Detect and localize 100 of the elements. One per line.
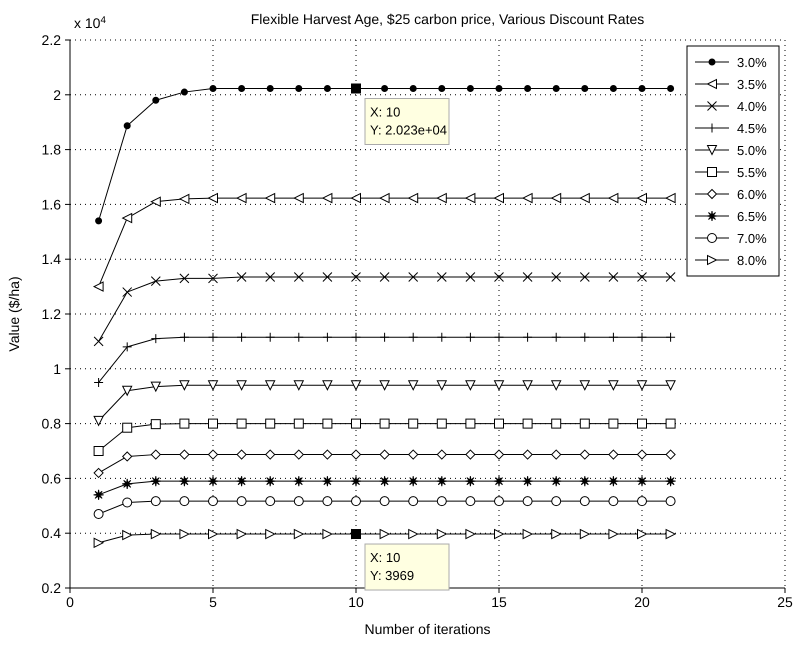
point <box>179 418 190 429</box>
point <box>294 272 304 282</box>
point <box>608 476 619 487</box>
point <box>494 272 504 282</box>
point <box>322 272 332 282</box>
point <box>666 496 676 506</box>
point <box>408 529 418 540</box>
annotation: X: 10 Y: 3969 <box>370 550 414 584</box>
point <box>265 272 276 282</box>
y-tick-label: 2 <box>53 86 62 103</box>
point <box>293 476 304 487</box>
point <box>465 529 476 540</box>
point <box>294 380 304 390</box>
point <box>122 422 132 433</box>
point <box>436 272 447 282</box>
point <box>266 85 274 92</box>
point <box>208 418 218 429</box>
point <box>236 529 247 540</box>
point <box>351 272 361 282</box>
point <box>265 529 276 540</box>
point <box>150 276 161 286</box>
annotation: X: 10 Y: 2.023e+04 <box>370 104 447 138</box>
point <box>465 272 476 282</box>
point <box>436 450 447 460</box>
point <box>351 496 361 506</box>
point <box>408 450 418 460</box>
point <box>351 380 361 390</box>
point <box>236 450 247 460</box>
point <box>294 450 304 460</box>
point <box>238 85 246 92</box>
point <box>465 496 476 506</box>
point <box>150 476 162 487</box>
legend-label: 4.5% <box>737 121 768 136</box>
point <box>436 418 447 429</box>
point <box>179 273 190 284</box>
point <box>208 273 218 284</box>
point <box>666 272 676 282</box>
x-axis-title: Number of iterations <box>364 621 491 637</box>
point <box>180 88 188 96</box>
point <box>637 450 647 460</box>
point <box>637 272 647 282</box>
point <box>380 529 390 540</box>
point <box>465 193 476 204</box>
point <box>150 529 161 540</box>
point <box>408 193 418 204</box>
point <box>322 450 332 460</box>
chart-title: Flexible Harvest Age, $25 carbon price, Various Discount Rates <box>250 11 644 27</box>
point <box>322 476 333 487</box>
point <box>380 193 390 204</box>
point <box>465 380 476 390</box>
point <box>351 418 361 429</box>
point <box>408 418 418 429</box>
point <box>208 380 218 390</box>
y-tick-label: 1 <box>53 360 62 377</box>
point <box>236 496 247 506</box>
point <box>179 194 190 204</box>
point <box>666 450 676 460</box>
legend-label: 5.0% <box>737 143 768 158</box>
x-tick-label: 20 <box>634 594 650 610</box>
point <box>179 529 190 540</box>
point <box>524 85 532 92</box>
point <box>494 529 504 540</box>
point <box>295 85 302 92</box>
point <box>522 380 533 390</box>
point <box>608 380 618 390</box>
y-tick-label: 1.6 <box>42 196 62 212</box>
point <box>666 332 676 342</box>
point <box>637 496 647 506</box>
point <box>122 342 132 352</box>
point <box>294 418 304 429</box>
point <box>494 418 504 429</box>
point <box>522 529 533 540</box>
point <box>265 450 276 460</box>
point <box>236 380 247 390</box>
point <box>408 476 419 487</box>
point <box>436 529 447 540</box>
point <box>408 380 418 390</box>
point <box>494 450 504 460</box>
y-tick-label: 0.8 <box>42 416 62 432</box>
point <box>208 476 218 487</box>
point <box>464 476 476 487</box>
point <box>93 489 104 500</box>
point <box>150 450 161 460</box>
legend-label: 6.0% <box>737 187 768 202</box>
point <box>436 476 448 487</box>
point <box>608 418 618 429</box>
point <box>580 193 590 204</box>
point <box>236 418 247 429</box>
legend-label: 3.0% <box>737 55 768 70</box>
point <box>494 380 504 390</box>
point <box>179 496 190 506</box>
point <box>208 450 218 460</box>
point <box>551 193 562 204</box>
point <box>580 418 590 429</box>
point <box>666 193 676 204</box>
point <box>666 380 676 390</box>
point <box>436 193 447 204</box>
point <box>580 496 590 506</box>
x-tick-label: 0 <box>66 594 74 610</box>
point <box>638 85 646 92</box>
